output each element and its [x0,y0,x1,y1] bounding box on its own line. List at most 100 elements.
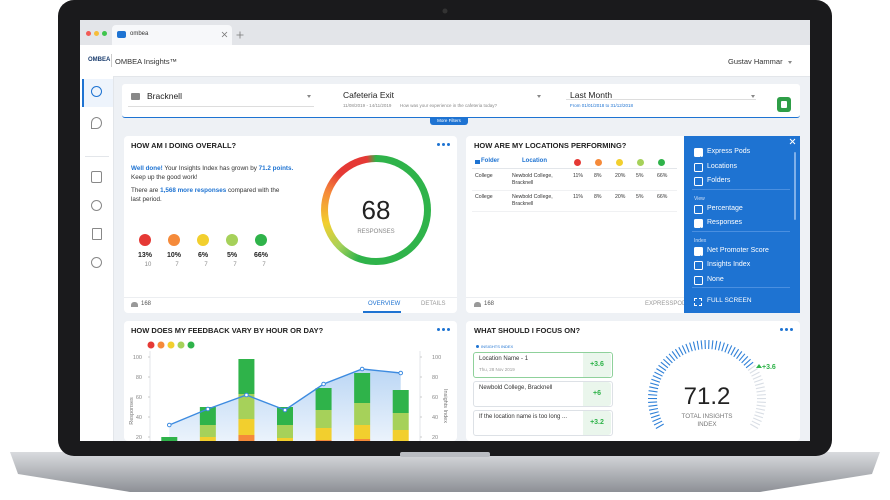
export-icon [781,101,787,108]
face-count: 7 [262,262,266,268]
gauge-tick [665,356,673,364]
folder-filter[interactable]: Bracknell [147,91,182,101]
panel-heading: Index [694,237,707,244]
nav-reports[interactable] [92,228,102,240]
window-close[interactable] [86,31,91,36]
table-cell: 66% [657,194,668,200]
menu-dot[interactable] [442,143,445,146]
user-name[interactable]: Gustav Hammar [728,57,783,66]
message-text: Your Insights Index has grown by [164,165,257,172]
gauge-tick [658,364,667,371]
menu-dot[interactable] [437,143,440,146]
change-arrow [756,364,762,368]
checkbox[interactable] [694,219,703,233]
panel-separator [692,230,790,232]
menu-dot[interactable] [780,328,783,331]
nav-settings[interactable] [91,257,102,268]
gauge-tick [711,340,714,350]
menu-dot[interactable] [790,328,793,331]
nav-locations[interactable] [91,117,102,129]
panel-separator [692,287,790,288]
fullscreen-button[interactable]: FULL SCREEN [707,297,752,304]
panel-option: Responses [707,219,743,226]
gauge-tick [656,368,665,374]
gauge-tick [755,386,765,390]
y2-tick-label: 20 [432,435,438,441]
gauge-tick [692,341,697,351]
question-filter[interactable]: Cafeteria Exit [343,90,395,100]
gauge-tick [738,353,746,362]
tab-details[interactable]: DETAILS [421,301,446,307]
tab-underline [363,311,401,313]
gauge-tick [753,378,763,383]
checkbox[interactable] [694,204,703,214]
checkbox[interactable] [694,148,703,162]
gauge-tick [663,358,671,366]
total-label: RESPONSES [357,229,395,235]
gauge-tick [648,401,658,403]
bar-segment [315,388,332,410]
gauge-tick [652,375,662,380]
checkbox[interactable] [694,246,703,260]
checkbox[interactable] [694,261,703,270]
gauge-tick [747,364,756,371]
bar-segment [392,413,409,430]
menu-dot[interactable] [437,328,440,331]
window-maximize[interactable] [102,31,107,36]
logo[interactable]: OMBEA [88,57,111,63]
nav-users[interactable] [91,200,102,211]
bar-segment [238,435,255,441]
gauge-tick [674,348,681,358]
gauge-tick [724,343,729,353]
menu-dot[interactable] [785,328,788,331]
gauge-tick [649,386,659,390]
table-cell: 20% [615,194,626,200]
checkbox[interactable] [694,177,703,186]
message-highlight: Well done! [131,165,163,172]
gauge-tick [660,361,669,369]
table-cell: Newbold College, Bracknell [512,173,553,186]
more-filters[interactable]: More Filters [430,117,468,125]
checkbox[interactable] [694,275,703,285]
menu-dot[interactable] [447,143,450,146]
gauge-tick [650,414,660,419]
feedback-chart: 20 40 60 80 100 20 40 60 80 100 Responses Insights … [129,341,448,441]
index-point [282,407,288,413]
bar-segment [354,425,371,439]
folder-icon [131,93,140,100]
row-line [472,190,677,191]
tab-overview[interactable]: OVERVIEW [368,301,401,307]
window-minimize[interactable] [94,31,99,36]
face-count: 7 [233,262,237,268]
menu-dot[interactable] [442,328,445,331]
table-cell: 11% [573,173,583,179]
panel-option: Express Pods [707,148,751,155]
checkbox[interactable] [694,162,703,172]
face-percent: 13% [137,252,152,259]
legend-swatch [177,341,185,349]
people-icon [474,302,481,307]
nav-icon [91,86,102,97]
bar-segment [315,440,332,441]
index-point [321,381,326,387]
panel-close[interactable] [789,138,797,146]
bar-segment [199,407,216,425]
dropdown-caret [751,95,755,98]
bar-segment [277,425,293,438]
browser-tab[interactable] [112,25,232,45]
footer-count: 168 [484,301,495,307]
y2-tick-label: 60 [432,395,438,401]
menu-dot[interactable] [447,328,450,331]
comparison: There are 1,568 more responses compared … [131,186,281,204]
nav-devices[interactable] [91,171,102,183]
bar-segment [277,407,293,425]
filter-bar [122,84,800,118]
gauge-tick [714,340,718,350]
table-cell: 11% [573,194,583,200]
column-face [616,159,623,166]
message-highlight: 71.2 points. [258,165,294,172]
scrollbar[interactable] [794,152,796,220]
tab-controls[interactable] [220,31,260,39]
period-filter[interactable]: Last Month [570,90,613,100]
card-title: HOW AM I DOING OVERALL? [131,141,237,150]
